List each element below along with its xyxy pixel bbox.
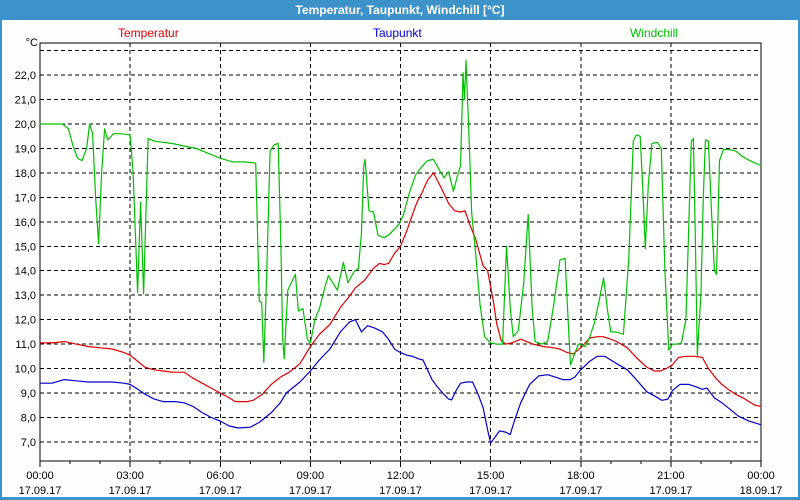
x-tick-date-label: 17.09.17 [109, 485, 152, 497]
chart-title: Temperatur, Taupunkt, Windchill [°C] [295, 3, 505, 17]
window-border-bottom [0, 497, 800, 500]
y-axis-unit-label: °C [25, 37, 38, 49]
x-tick-time-label: 12:00 [387, 470, 415, 482]
y-tick-label: 16,0 [15, 217, 36, 229]
legend-windchill: Windchill [630, 26, 679, 40]
legend-taupunkt: Taupunkt [373, 26, 422, 40]
x-tick-time-label: 09:00 [297, 470, 325, 482]
x-tick-time-label: 00:00 [747, 470, 775, 482]
x-tick-time-label: 21:00 [657, 470, 685, 482]
y-tick-label: 15,0 [15, 241, 36, 253]
plot-border [39, 42, 762, 462]
y-tick-label: 18,0 [15, 168, 36, 180]
window-border-right [798, 20, 800, 500]
y-tick-label: 19,0 [15, 143, 36, 155]
x-tick-time-label: 06:00 [207, 470, 235, 482]
y-tick-label: 17,0 [15, 192, 36, 204]
y-tick-label: 22,0 [15, 70, 36, 82]
legend-temperatur: Temperatur [118, 26, 179, 40]
series-line-temperatur [39, 172, 762, 408]
y-tick-label: 21,0 [15, 95, 36, 107]
x-tick-time-label: 00:00 [26, 470, 54, 482]
x-tick-time-label: 18:00 [567, 470, 595, 482]
title-bar: Temperatur, Taupunkt, Windchill [°C] [0, 0, 800, 20]
x-tick-date-label: 17.09.17 [19, 485, 62, 497]
y-tick-label: 8,0 [21, 413, 36, 425]
y-tick-label: 9,0 [21, 388, 36, 400]
plot-background [40, 43, 761, 461]
y-tick-label: 12,0 [15, 315, 36, 327]
series-line-taupunkt [39, 319, 762, 444]
x-tick-date-label: 17.09.17 [559, 485, 602, 497]
x-tick-date-label: 17.09.17 [199, 485, 242, 497]
y-tick-label: 13,0 [15, 290, 36, 302]
x-tick-date-label: 17.09.17 [469, 485, 512, 497]
x-tick-date-label: 17.09.17 [649, 485, 692, 497]
x-tick-date-label: 18.09.17 [740, 485, 783, 497]
y-tick-label: 20,0 [15, 119, 36, 131]
y-tick-label: 7,0 [21, 437, 36, 449]
series-line-windchill [39, 59, 762, 366]
y-tick-label: 10,0 [15, 364, 36, 376]
x-tick-time-label: 03:00 [116, 470, 144, 482]
x-tick-time-label: 15:00 [477, 470, 505, 482]
window-border-left [0, 20, 2, 500]
y-tick-label: 11,0 [15, 339, 36, 351]
y-tick-label: 14,0 [15, 266, 36, 278]
x-tick-date-label: 17.09.17 [289, 485, 332, 497]
x-tick-date-label: 17.09.17 [379, 485, 422, 497]
